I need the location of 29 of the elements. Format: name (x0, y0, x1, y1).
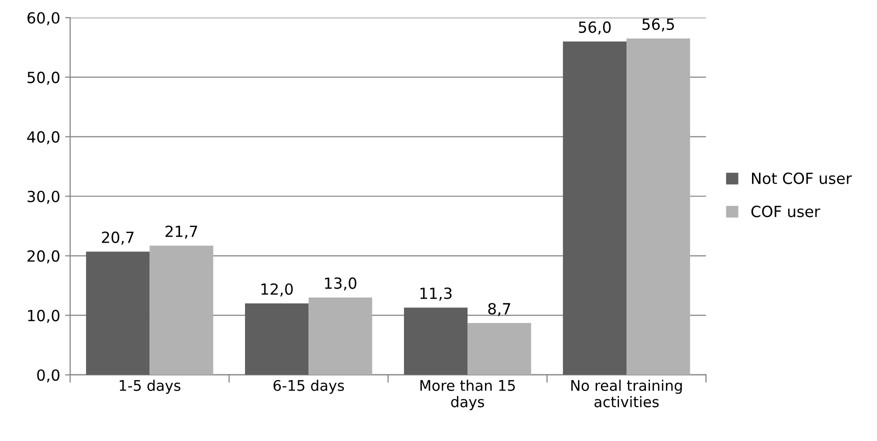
x-tick-label: No real training activities (571, 380, 682, 408)
y-tick-label: 0,0 (37, 369, 60, 382)
legend-label: COF user (751, 206, 820, 218)
data-label: 56,5 (642, 18, 674, 32)
data-label: 12,0 (261, 283, 293, 296)
bar (468, 323, 532, 375)
y-tick-label: 40,0 (27, 131, 60, 144)
x-tick-label: More than 15 days (420, 380, 515, 410)
y-tick-label: 30,0 (28, 190, 60, 204)
y-tick-label: 20,0 (28, 250, 60, 264)
data-label: 21,7 (166, 226, 198, 239)
bar (626, 38, 690, 375)
y-tick-label: 50,0 (28, 72, 60, 85)
bar (245, 303, 309, 375)
bar (150, 246, 214, 375)
data-label: 13,0 (325, 277, 356, 290)
data-label: 11,3 (420, 288, 452, 301)
y-tick-label: 10,0 (28, 310, 60, 323)
bar (404, 308, 468, 375)
legend-label: Not COF user (752, 172, 852, 184)
data-label: 20,7 (102, 232, 134, 245)
y-tick-label: 60,0 (27, 12, 60, 26)
x-tick-label: 1-5 days (120, 380, 180, 394)
bar (86, 252, 150, 375)
data-label: 8,7 (488, 302, 510, 316)
x-tick-label: 6-15 days (274, 380, 344, 394)
bar (308, 297, 372, 375)
bar (562, 41, 627, 375)
data-label: 56,0 (578, 21, 611, 34)
